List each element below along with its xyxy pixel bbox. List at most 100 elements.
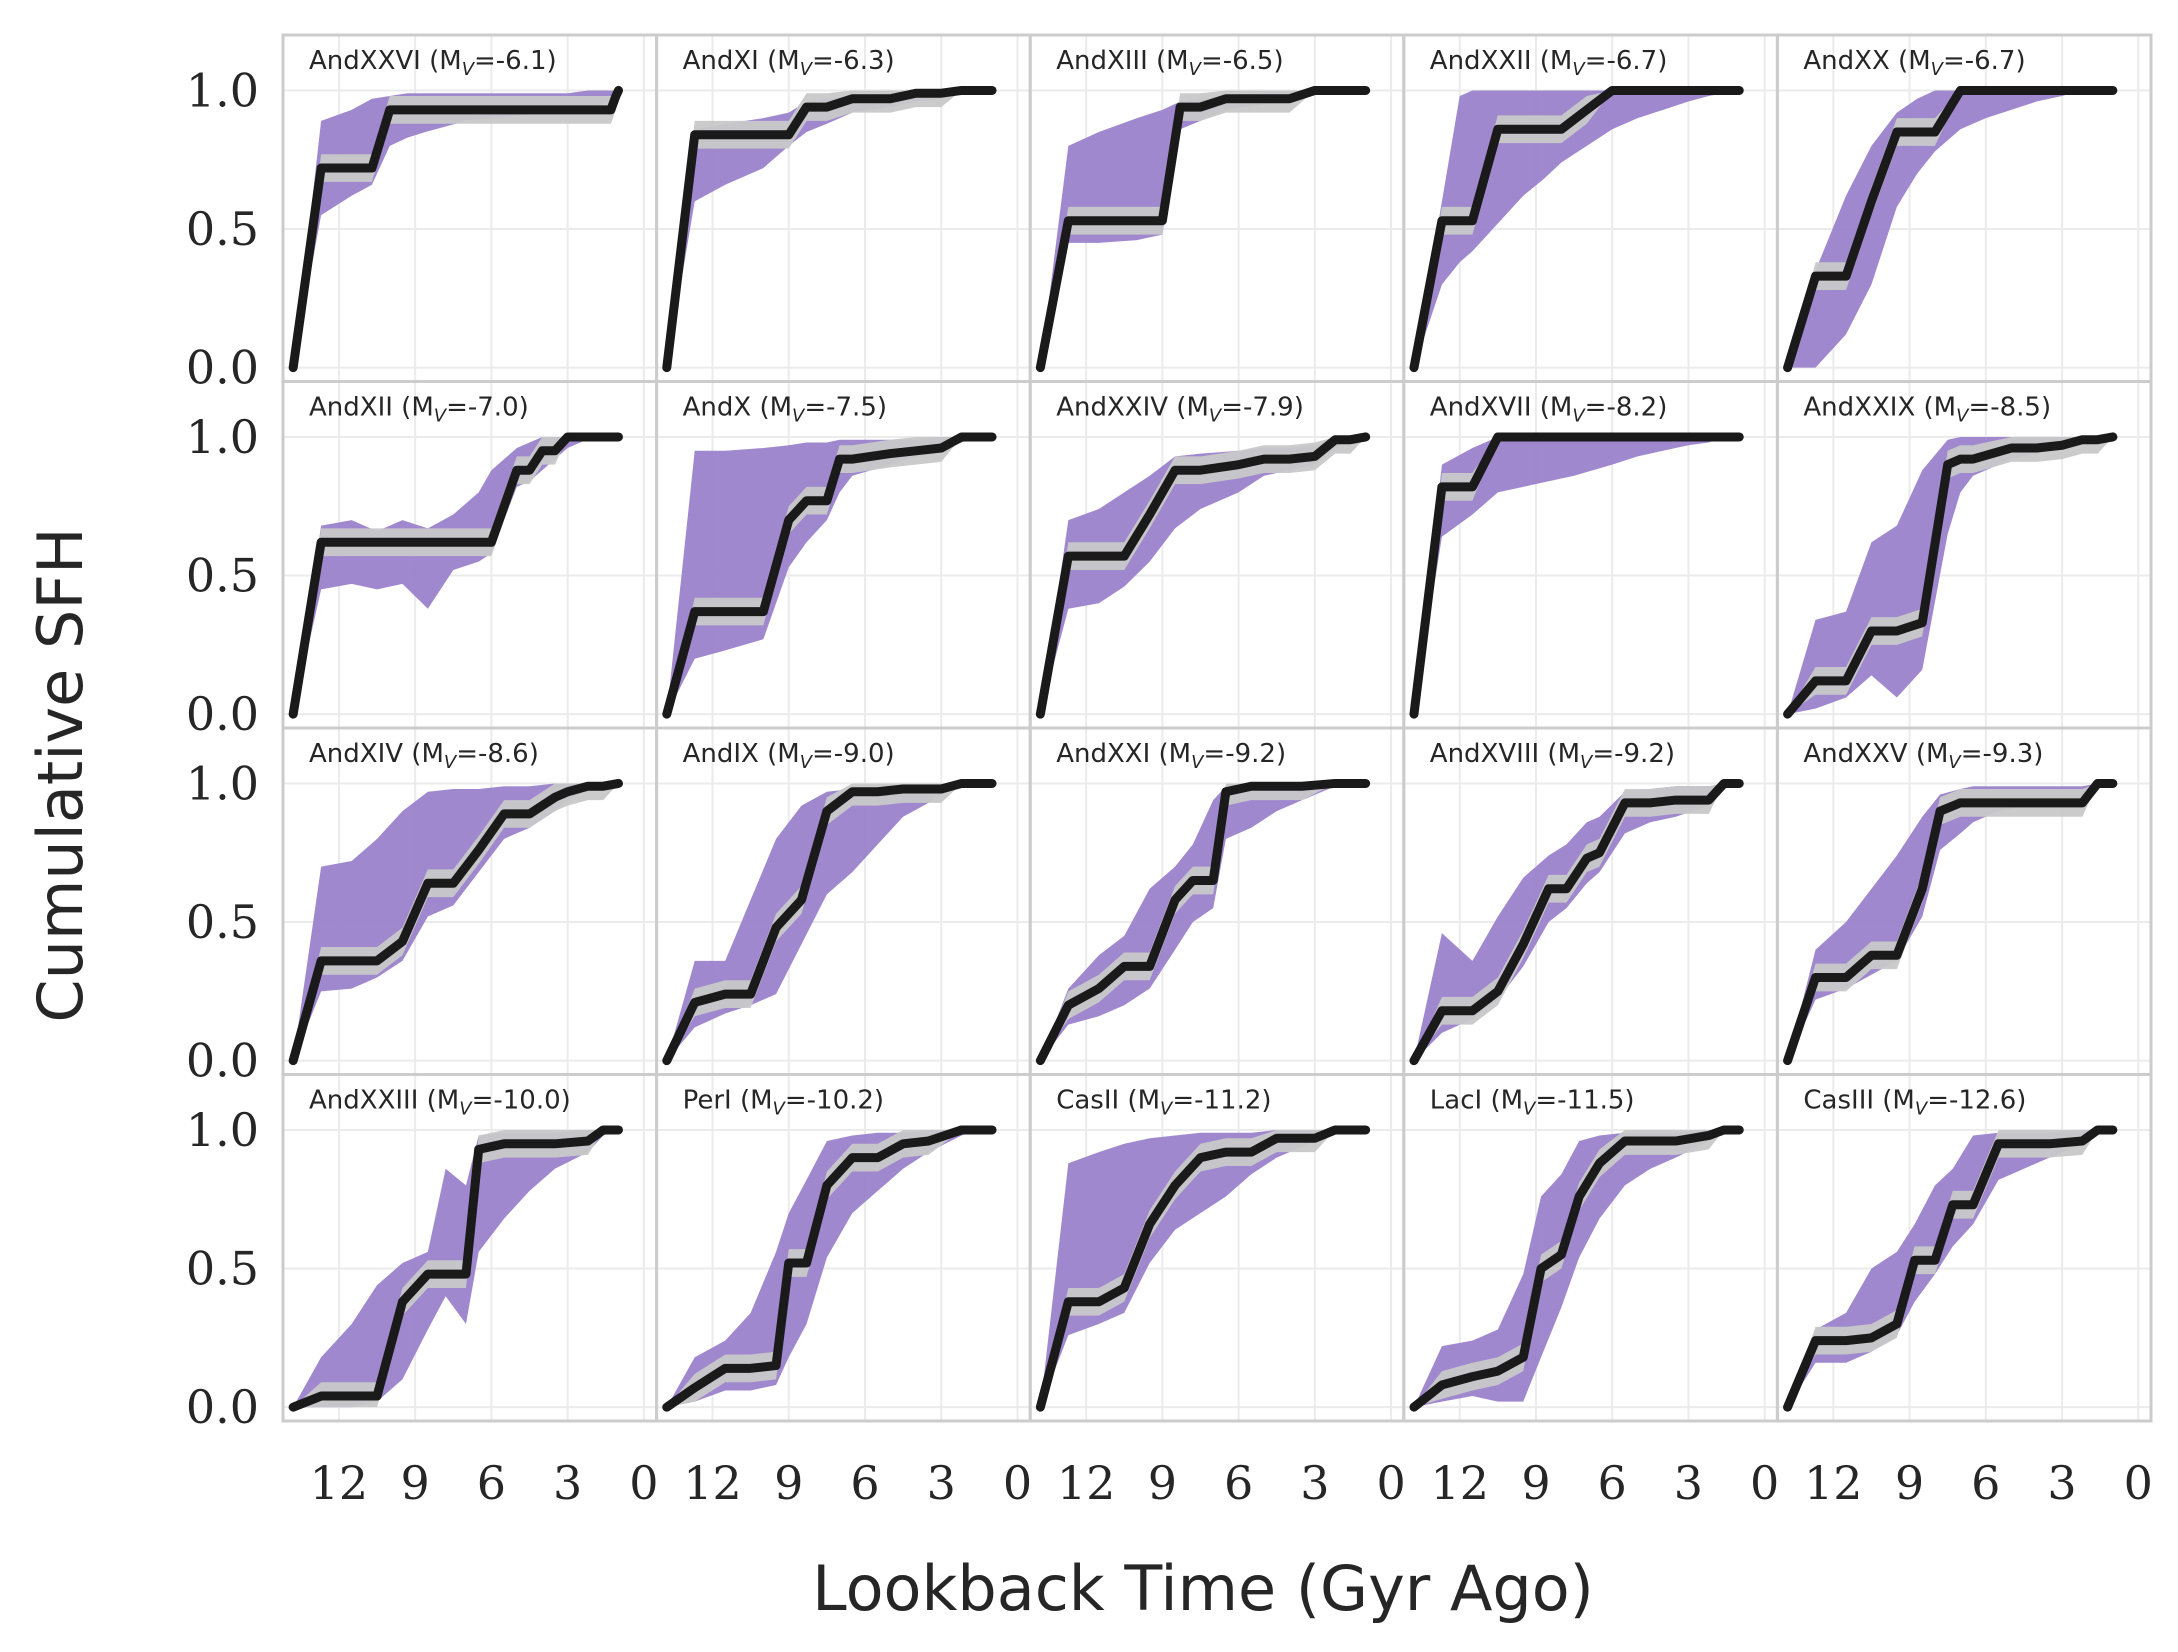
x-tick-label: 6 <box>850 1456 879 1510</box>
panel-title: AndXXVI (MV=-6.1) <box>309 46 557 80</box>
mv-subscript: V <box>434 406 448 427</box>
y-tick-label: 0.0 <box>186 687 259 741</box>
total-uncertainty-band <box>1040 436 1366 715</box>
panel-title: AndXXIX (MV=-8.5) <box>1803 393 2051 427</box>
best-fit-line <box>1409 1125 1744 1412</box>
galaxy-name: AndX (M <box>683 393 792 423</box>
total-uncertainty-band <box>1787 90 2113 368</box>
x-tick-label: 12 <box>683 1456 742 1510</box>
x-tick-label: 3 <box>1300 1456 1329 1510</box>
y-tick-label: 1.0 <box>186 410 259 464</box>
mv-subscript: V <box>773 1099 787 1120</box>
panel-title: AndXIII (MV=-6.5) <box>1056 46 1283 80</box>
best-fit-line <box>1783 1125 2118 1412</box>
total-uncertainty-band <box>666 436 993 715</box>
x-tick-label: 12 <box>1804 1456 1863 1510</box>
mv-subscript: V <box>1580 752 1594 773</box>
best-fit-line <box>1409 778 1744 1066</box>
total-uncertainty-band <box>1040 1129 1366 1408</box>
best-fit-line <box>288 1125 623 1412</box>
panel-casii: CasII (MV=-11.2) <box>1028 1073 1406 1423</box>
panel-title: AndX (MV=-7.5) <box>683 393 887 427</box>
total-uncertainty-band <box>1413 436 1740 715</box>
panel-andxvii: AndXVII (MV=-8.2) <box>1402 380 1779 730</box>
galaxy-name: AndXXV (M <box>1803 739 1948 769</box>
mv-subscript: V <box>1523 1099 1537 1120</box>
mv-subscript: V <box>800 59 814 80</box>
mv-value: =-7.5) <box>804 393 887 423</box>
mv-value: =-9.0) <box>812 739 895 769</box>
y-tick-label: 0.5 <box>186 549 259 603</box>
random-uncertainty-band <box>1040 90 1366 368</box>
panel-title: CasII (MV=-11.2) <box>1056 1086 1271 1120</box>
panel-andxxix: AndXXIX (MV=-8.5) <box>1775 380 2153 730</box>
random-uncertainty-band <box>293 1129 619 1408</box>
panel-title: AndXXIV (MV=-7.9) <box>1056 393 1304 427</box>
mv-subscript: V <box>1189 59 1203 80</box>
galaxy-name: AndXI (M <box>683 46 800 76</box>
panel-peri: PerI (MV=-10.2) <box>655 1073 1032 1423</box>
panel-andxxii: AndXXII (MV=-6.7) <box>1402 33 1779 383</box>
total-uncertainty-band <box>1040 90 1366 368</box>
y-tick-label: 0.0 <box>186 1034 259 1088</box>
galaxy-name: AndXX (M <box>1803 46 1930 76</box>
panels-layer: AndXXVI (MV=-6.1) AndXI (MV=-6.3) AndXIII … <box>281 33 2153 1423</box>
x-tick-label: 0 <box>629 1456 658 1510</box>
best-fit-line <box>1783 432 2118 719</box>
panel-title: AndIX (MV=-9.0) <box>683 739 895 773</box>
total-uncertainty-band <box>666 90 993 368</box>
galaxy-name: AndXXI (M <box>1056 739 1191 769</box>
y-axis-label: Cumulative SFH <box>24 527 97 1022</box>
galaxy-name: AndXVIII (M <box>1430 739 1580 769</box>
galaxy-name: AndXII (M <box>309 393 434 423</box>
y-tick-label: 1.0 <box>186 1103 259 1157</box>
mv-value: =-7.9) <box>1221 393 1304 423</box>
mv-subscript: V <box>1209 406 1223 427</box>
mv-value: =-7.0) <box>446 393 529 423</box>
x-tick-label: 9 <box>1148 1456 1177 1510</box>
y-tick-label: 0.0 <box>186 341 259 395</box>
mv-subscript: V <box>1572 59 1586 80</box>
total-uncertainty-band <box>293 783 619 1061</box>
panel-title: AndXX (MV=-6.7) <box>1803 46 2025 80</box>
best-fit-line <box>1783 85 2118 373</box>
best-fit-line <box>288 432 623 719</box>
galaxy-name: AndXVII (M <box>1430 393 1573 423</box>
panel-andxxiii: AndXXIII (MV=-10.0) <box>281 1073 659 1423</box>
mv-value: =-6.7) <box>1943 46 2026 76</box>
galaxy-name: LacI (M <box>1430 1086 1523 1116</box>
y-tick-label: 0.5 <box>186 202 259 256</box>
x-tick-label: 3 <box>1674 1456 1703 1510</box>
best-fit-line <box>662 432 997 719</box>
x-tick-label: 12 <box>310 1456 369 1510</box>
mv-value: =-6.5) <box>1201 46 1284 76</box>
x-tick-label: 12 <box>1430 1456 1489 1510</box>
x-tick-label: 0 <box>2124 1456 2153 1510</box>
x-tick-label: 3 <box>553 1456 582 1510</box>
mv-subscript: V <box>459 1099 473 1120</box>
x-tick-label: 0 <box>1750 1456 1779 1510</box>
x-tick-label: 6 <box>1224 1456 1253 1510</box>
best-fit-line <box>288 85 623 373</box>
panel-title: AndXXII (MV=-6.7) <box>1430 46 1668 80</box>
galaxy-name: CasIII (M <box>1803 1086 1914 1116</box>
best-fit-line <box>1035 778 1371 1066</box>
panel-andxi: AndXI (MV=-6.3) <box>655 33 1032 383</box>
mv-value: =-12.6) <box>1927 1086 2026 1116</box>
mv-subscript: V <box>1160 1099 1174 1120</box>
galaxy-name: AndXIII (M <box>1056 46 1188 76</box>
best-fit-line <box>662 85 997 373</box>
x-tick-label: 9 <box>1521 1456 1550 1510</box>
total-uncertainty-band <box>1787 783 2113 1061</box>
panel-andx: AndX (MV=-7.5) <box>655 380 1032 730</box>
x-tick-label: 0 <box>1003 1456 1032 1510</box>
x-tick-label: 9 <box>774 1456 803 1510</box>
x-tick-label: 9 <box>1895 1456 1924 1510</box>
panel-title: AndXXIII (MV=-10.0) <box>309 1086 571 1120</box>
mv-value: =-10.2) <box>785 1086 884 1116</box>
panel-laci: LacI (MV=-11.5) <box>1402 1073 1779 1423</box>
galaxy-name: AndXXIV (M <box>1056 393 1209 423</box>
mv-value: =-10.0) <box>472 1086 571 1116</box>
mv-value: =-6.3) <box>812 46 895 76</box>
